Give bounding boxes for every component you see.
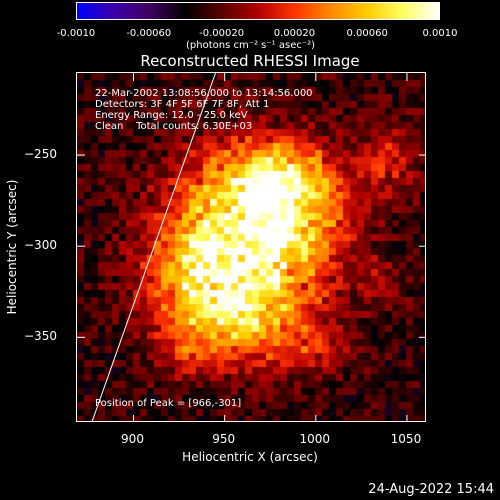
x-tick-label: 950 bbox=[212, 432, 236, 446]
y-tick-label: −350 bbox=[24, 329, 57, 344]
colorbar-tick-label: -0.00020 bbox=[199, 28, 245, 39]
info-detectors: Detectors: 3F 4F 5F 6F 7F 8F, Att 1 bbox=[95, 99, 270, 110]
x-tick-label: 900 bbox=[121, 432, 144, 446]
colorbar-tick-label: 0.00060 bbox=[346, 28, 388, 39]
x-tick-label: 1050 bbox=[390, 432, 422, 446]
info-total-counts: Clean Total counts: 6.30E+03 bbox=[95, 121, 253, 132]
heatmap-image bbox=[77, 73, 425, 421]
limb-line bbox=[91, 73, 217, 421]
colorbar-tick-label: -0.0010 bbox=[56, 28, 96, 39]
chart-title: Reconstructed RHESSI Image bbox=[140, 52, 360, 70]
y-tick-label: −300 bbox=[24, 238, 57, 253]
peak-position-label: Position of Peak = [966,-301] bbox=[95, 398, 242, 409]
colorbar bbox=[76, 2, 440, 20]
colorbar-tick-label: 0.0010 bbox=[422, 28, 458, 39]
x-axis-label: Heliocentric X (arcsec) bbox=[182, 450, 318, 464]
info-time-range: 22-Mar-2002 13:08:56.000 to 13:14:56.000 bbox=[95, 88, 313, 99]
x-tick-label: 1000 bbox=[299, 432, 331, 446]
colorbar-tick-label: 0.00020 bbox=[273, 28, 316, 39]
plot-area: 22-Mar-2002 13:08:56.000 to 13:14:56.000… bbox=[76, 72, 426, 422]
timestamp: 24-Aug-2022 15:44 bbox=[368, 482, 494, 497]
colorbar-tick-label: -0.00060 bbox=[126, 28, 172, 39]
info-energy-range: Energy Range: 12.0 - 25.0 keV bbox=[95, 110, 248, 121]
colorbar-units: (photons cm⁻² s⁻¹ asec⁻²) bbox=[186, 40, 316, 51]
plot-overlay bbox=[77, 73, 425, 421]
y-axis-label: Heliocentric Y (arcsec) bbox=[5, 179, 19, 315]
y-tick-label: −250 bbox=[24, 147, 57, 162]
